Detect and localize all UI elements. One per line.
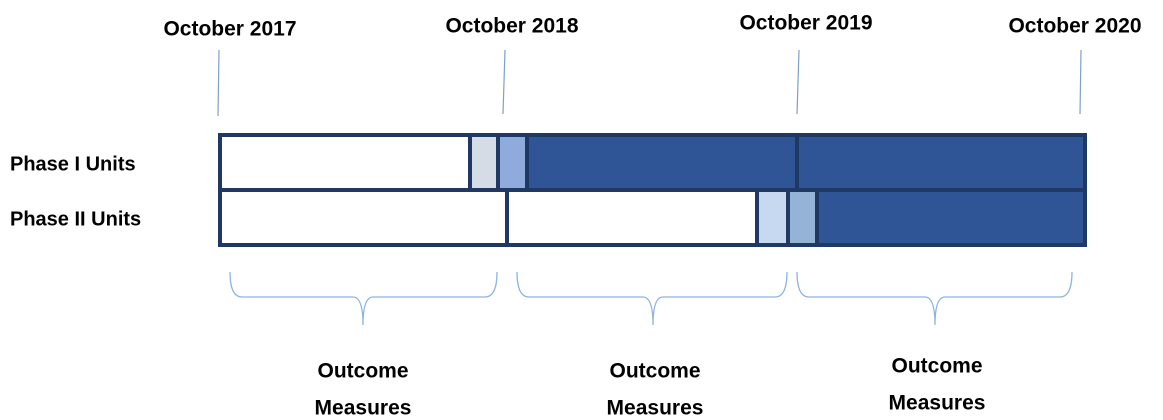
outcome-label: Outcome — [609, 360, 700, 383]
outcome-label: Measures — [607, 397, 704, 420]
date-pointers — [217, 49, 1082, 117]
date-label: October 2020 — [1008, 15, 1141, 38]
braces — [229, 271, 1073, 326]
row-label: Phase II Units — [10, 208, 141, 230]
phase-2-bar — [218, 188, 1087, 247]
date-label: October 2018 — [445, 15, 578, 38]
date-label: October 2017 — [163, 18, 296, 41]
outcome-label: Outcome — [891, 355, 982, 378]
date-label: October 2019 — [739, 12, 872, 35]
outcome-label: Measures — [889, 392, 986, 415]
outcome-label: Measures — [315, 397, 412, 420]
phase-1-bar — [218, 133, 1087, 192]
outcome-label: Outcome — [317, 360, 408, 383]
row-label: Phase I Units — [10, 153, 136, 175]
